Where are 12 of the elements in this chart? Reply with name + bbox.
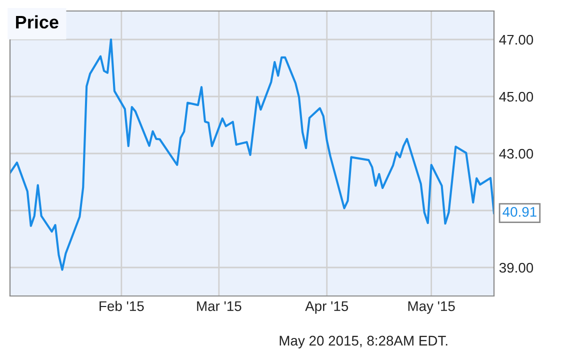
y-tick-label: 45.00 bbox=[499, 92, 534, 102]
y-tick-label: 43.00 bbox=[499, 148, 534, 159]
chart-title: Price bbox=[16, 15, 58, 29]
line-series bbox=[10, 38, 494, 271]
y-tick-label: 39.00 bbox=[499, 262, 534, 273]
text: May 20 2015, 8:28AM EDT. bbox=[280, 336, 448, 348]
y-tick-label: 47.00 bbox=[499, 34, 534, 45]
x-tick-label: Apr '15 bbox=[305, 301, 348, 314]
annotation: 40.91 bbox=[502, 206, 536, 217]
x-tick-label: Feb '15 bbox=[100, 300, 144, 312]
x-tick-label: Mar '15 bbox=[197, 301, 242, 312]
x-tick-label: May '15 bbox=[408, 301, 455, 314]
